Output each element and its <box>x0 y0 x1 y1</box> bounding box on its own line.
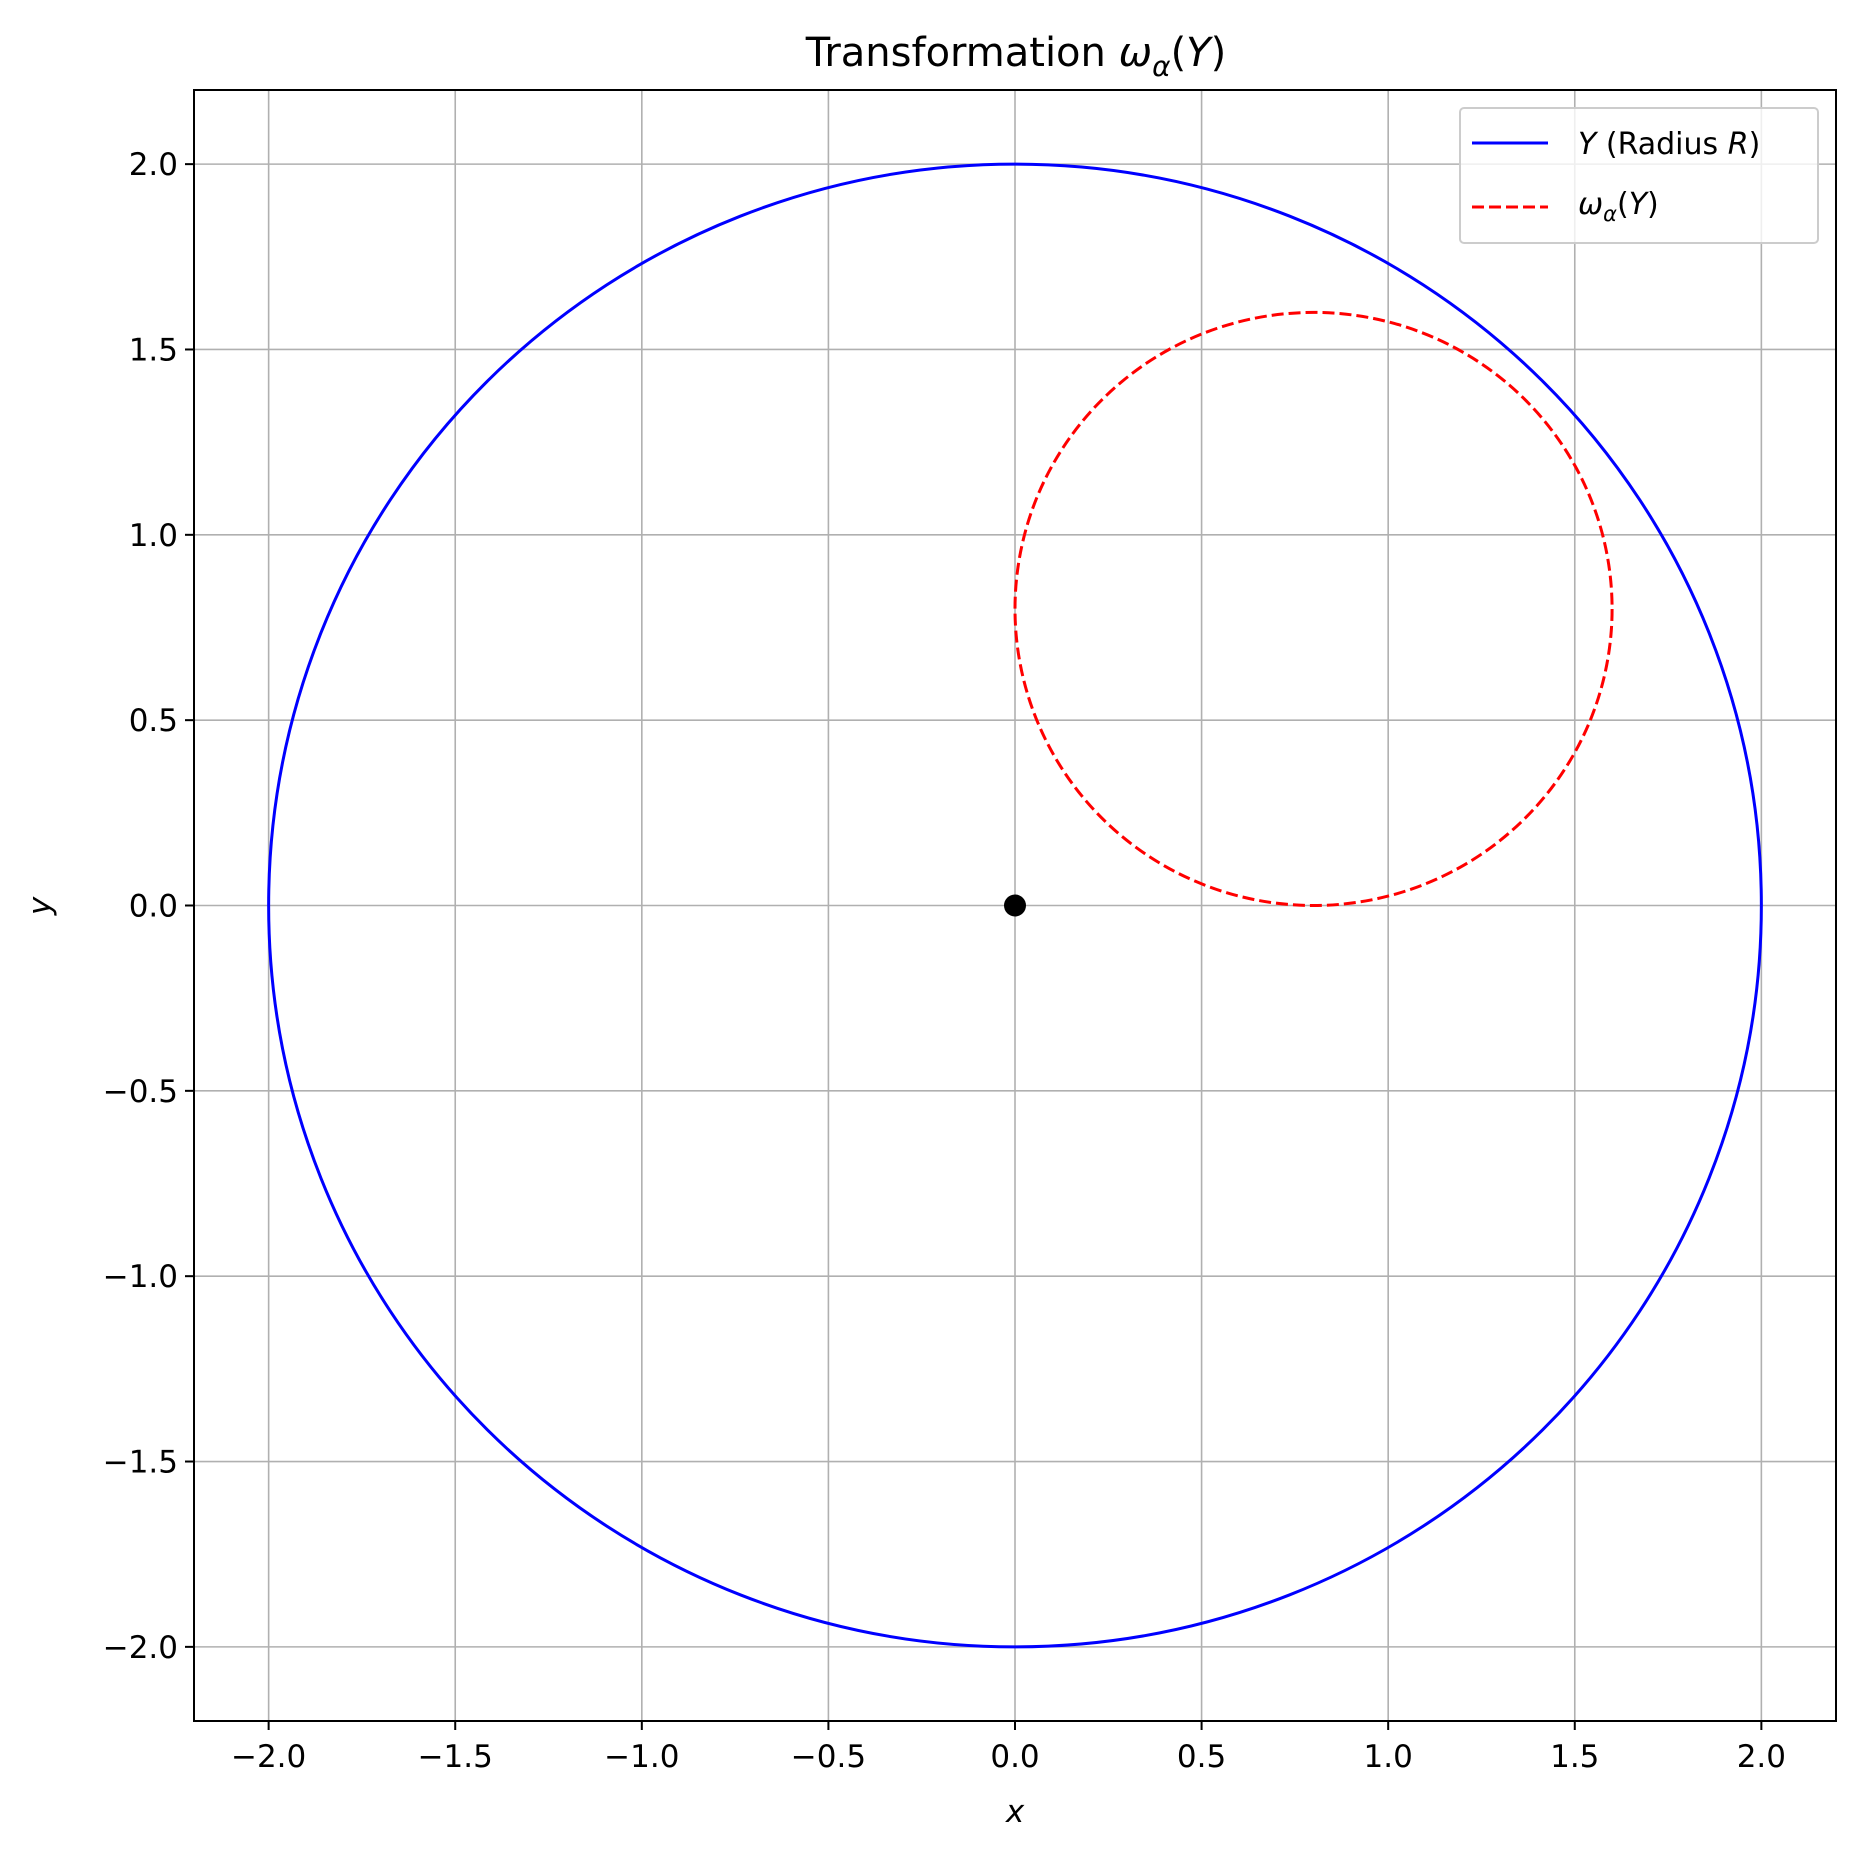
ticks-layer: −2.0 −1.5 −1.0 −0.5 0.0 0.5 1.0 1.5 2.0 −2.0 −1.5 −… <box>103 147 1786 1775</box>
origin-point <box>1004 894 1026 917</box>
y-tick-label: −1.0 <box>103 1259 178 1295</box>
x-tick-label: 1.5 <box>1550 1739 1599 1775</box>
x-tick-label: 0.5 <box>1177 1739 1226 1775</box>
chart-title-subscript: α <box>1152 50 1171 83</box>
x-tick-label: −2.0 <box>231 1739 306 1775</box>
legend-label-omega: ωα(Y) <box>1578 187 1659 226</box>
legend-label-y-text: (Radius <box>1596 127 1727 162</box>
legend-box <box>1459 107 1819 244</box>
legend: Y (Radius R) ωα(Y) <box>1459 107 1819 244</box>
y-tick-label: 2.0 <box>129 147 178 183</box>
x-tick-label: 2.0 <box>1737 1739 1786 1775</box>
y-tick-label: −1.5 <box>103 1445 178 1481</box>
grid-lines <box>194 90 1836 1721</box>
x-tick-label: −1.5 <box>418 1739 493 1775</box>
y-tick-label: −2.0 <box>103 1630 178 1666</box>
legend-label-y-close: ) <box>1749 127 1761 162</box>
legend-label-y-radius: R <box>1728 127 1749 162</box>
x-tick-label: 1.0 <box>1364 1739 1413 1775</box>
chart-title: Transformation ωα(Y) <box>805 30 1226 83</box>
series-y-circle <box>267 162 1763 1649</box>
series-layer <box>267 162 1763 1649</box>
y-tick-label: 1.0 <box>129 518 178 554</box>
x-axis-label: x <box>1005 1794 1025 1830</box>
legend-label-y-var: Y <box>1578 127 1599 162</box>
y-axis-label: y <box>22 896 58 916</box>
legend-label-y: Y (Radius R) <box>1578 127 1760 162</box>
chart-title-symbol: ω <box>1119 30 1153 76</box>
legend-omega-subscript: α <box>1603 202 1617 226</box>
y-tick-label: 0.5 <box>129 703 178 739</box>
chart-title-open: ( <box>1171 30 1187 76</box>
chart-title-close: ) <box>1211 30 1227 76</box>
series-omega-circle <box>1013 310 1614 907</box>
chart-title-prefix: Transformation <box>805 30 1119 76</box>
chart-title-arg: Y <box>1186 30 1214 76</box>
legend-omega-close: ) <box>1647 187 1659 222</box>
x-tick-label: 0.0 <box>990 1739 1039 1775</box>
x-tick-label: −0.5 <box>791 1739 866 1775</box>
y-tick-label: −0.5 <box>103 1074 178 1110</box>
x-tick-label: −1.0 <box>604 1739 679 1775</box>
legend-omega-open: ( <box>1617 187 1629 222</box>
legend-omega-symbol: ω <box>1578 187 1603 222</box>
y-tick-label: 1.5 <box>129 332 178 368</box>
points-layer <box>1004 894 1026 917</box>
legend-omega-arg: Y <box>1629 187 1650 222</box>
y-tick-label: 0.0 <box>129 889 178 925</box>
